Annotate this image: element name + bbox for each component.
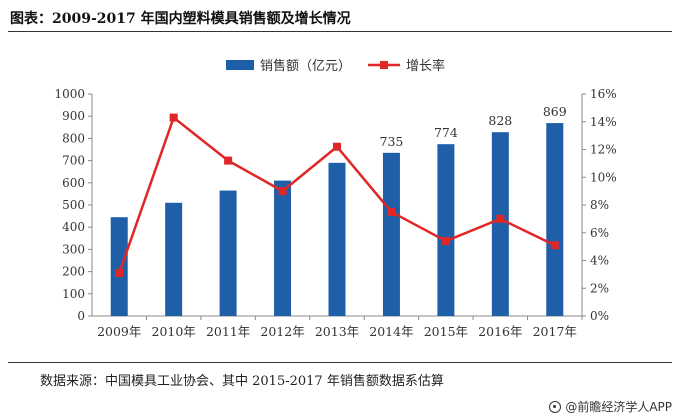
bar <box>110 217 128 316</box>
x-tick-label: 2014年 <box>369 324 413 339</box>
legend-line-marker <box>380 61 388 69</box>
watermark: @前瞻经济学人APP <box>549 398 672 415</box>
y-right-tick-label: 6% <box>590 226 609 240</box>
y-left-tick-label: 600 <box>62 176 85 190</box>
watermark-logo-icon <box>549 400 562 413</box>
bar-value-label: 735 <box>380 134 404 149</box>
growth-marker <box>441 237 450 246</box>
growth-marker <box>550 241 559 250</box>
legend-line-label: 增长率 <box>406 58 445 74</box>
bar <box>437 144 455 316</box>
bar <box>165 202 183 316</box>
y-left-tick-label: 100 <box>62 287 85 301</box>
growth-marker <box>496 214 505 223</box>
source-note: 数据来源：中国模具工业协会、其中 2015-2017 年销售额数据系估算 <box>40 374 444 389</box>
growth-marker <box>333 142 341 151</box>
y-left-tick-label: 1000 <box>54 87 85 101</box>
bar <box>491 132 509 316</box>
y-right-tick-label: 4% <box>590 254 609 268</box>
x-tick-label: 2009年 <box>97 324 141 339</box>
x-tick-label: 2013年 <box>315 324 359 339</box>
bar <box>328 162 346 316</box>
y-right-tick-label: 8% <box>590 198 609 212</box>
growth-marker <box>115 268 124 277</box>
combo-chart: 销售额（亿元） 增长率 0 100 200 300 400 500 600 700 800 900 10… <box>54 58 617 339</box>
y-left-tick-label: 300 <box>62 242 85 256</box>
bar <box>274 180 292 316</box>
bar-value-label: 828 <box>488 113 512 128</box>
bar-value-label: 774 <box>434 125 458 140</box>
x-tick-label: 2016年 <box>478 324 522 339</box>
y-left-tick-label: 200 <box>62 265 85 279</box>
y-left-tick-label: 900 <box>62 109 85 123</box>
bar-value-label: 869 <box>543 104 567 119</box>
source-divider <box>8 362 672 363</box>
y-right-tick-label: 14% <box>590 115 617 129</box>
y-right-tick-label: 2% <box>590 281 609 295</box>
x-tick-label: 2012年 <box>260 324 304 339</box>
bar <box>219 190 237 316</box>
growth-marker <box>224 156 233 165</box>
y-right-tick-label: 16% <box>590 87 617 101</box>
x-tick-label: 2015年 <box>424 324 468 339</box>
bar <box>546 123 564 316</box>
growth-marker <box>278 187 287 196</box>
watermark-text: @前瞻经济学人APP <box>565 400 672 414</box>
x-tick-label: 2010年 <box>152 324 196 339</box>
y-right-tick-label: 0% <box>590 309 609 323</box>
legend-bar-label: 销售额（亿元） <box>260 58 351 74</box>
x-tick-label: 2011年 <box>206 324 250 339</box>
y-left-tick-label: 0 <box>77 309 85 323</box>
y-right-tick-label: 12% <box>590 143 617 157</box>
y-right-tick-label: 10% <box>590 170 617 184</box>
title-divider <box>8 31 672 32</box>
bar <box>382 152 400 316</box>
y-left-tick-label: 500 <box>62 198 85 212</box>
growth-marker <box>169 113 178 122</box>
y-left-tick-label: 800 <box>62 131 85 145</box>
legend-bar-swatch <box>226 60 254 70</box>
y-left-tick-label: 400 <box>62 220 85 234</box>
y-left-tick-label: 700 <box>62 154 85 168</box>
x-tick-label: 2017年 <box>533 324 577 339</box>
growth-marker <box>387 207 396 216</box>
chart-title: 图表：2009-2017 年国内塑料模具销售额及增长情况 <box>10 11 351 27</box>
